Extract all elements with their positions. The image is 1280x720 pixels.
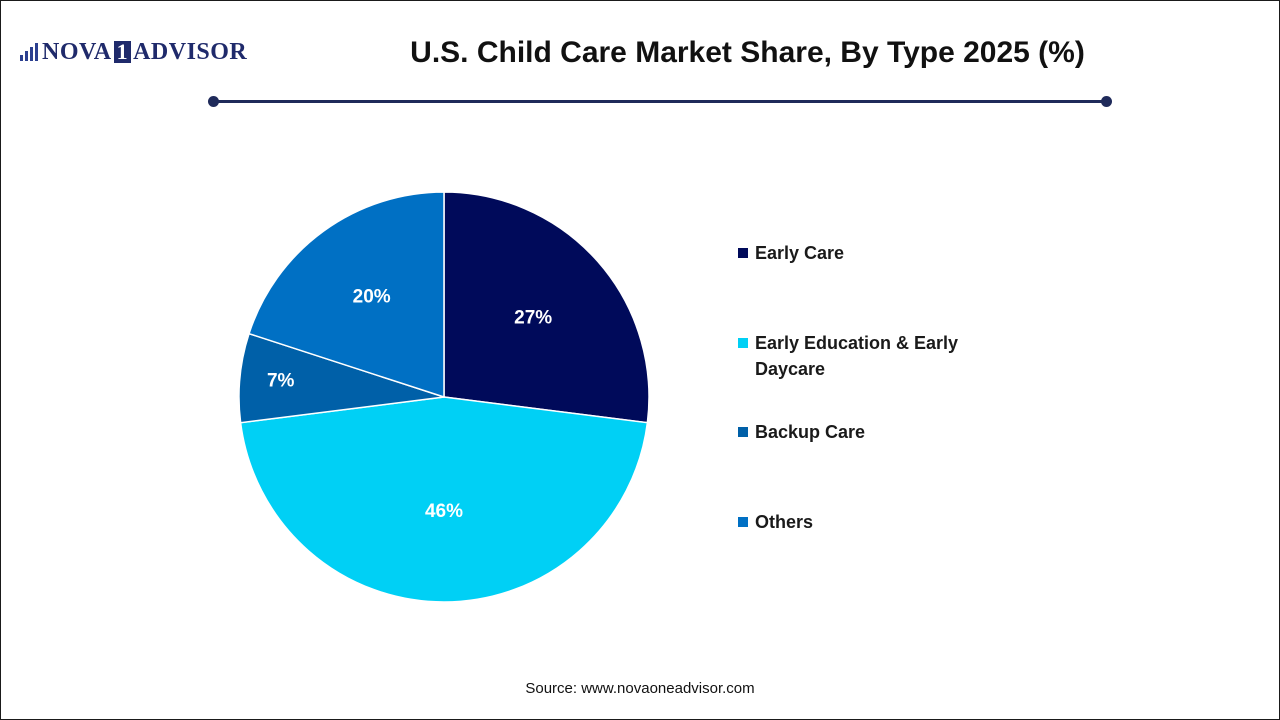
title-underline bbox=[213, 100, 1107, 103]
chart-title: U.S. Child Care Market Share, By Type 20… bbox=[410, 36, 1085, 69]
slice-value-label: 7% bbox=[267, 371, 295, 392]
legend-label: Early Care bbox=[755, 243, 845, 263]
underline-right-dot bbox=[1101, 96, 1112, 107]
underline-left-dot bbox=[208, 96, 219, 107]
pie-slice-others bbox=[248, 191, 445, 399]
legend-label: Early Education & Early Daycare bbox=[755, 333, 959, 379]
slice-value-label: 27% bbox=[514, 307, 552, 328]
slice-value-label: 20% bbox=[353, 287, 391, 308]
brand-name: NOVA 1 ADVISOR bbox=[42, 38, 248, 65]
legend-swatch bbox=[738, 248, 748, 258]
legend-label: Backup Care bbox=[755, 422, 866, 442]
pie-slice-early-care bbox=[443, 191, 650, 424]
legend-item: Others bbox=[738, 509, 813, 535]
legend-label: Others bbox=[755, 512, 814, 532]
legend-item: Early Care bbox=[738, 240, 844, 266]
legend-item: Backup Care bbox=[738, 419, 865, 445]
legend-swatch bbox=[738, 517, 748, 527]
bar-chart-icon bbox=[20, 43, 38, 61]
legend-swatch bbox=[738, 338, 748, 348]
legend-item: Early Education & Early Daycare bbox=[738, 330, 995, 382]
pie-slice-early-education-early-daycare bbox=[239, 396, 649, 603]
legend-swatch bbox=[738, 427, 748, 437]
source-note: Source: www.novaoneadvisor.com bbox=[525, 680, 755, 697]
brand-logo: NOVA 1 ADVISOR bbox=[20, 38, 247, 66]
slice-value-label: 46% bbox=[425, 501, 463, 522]
